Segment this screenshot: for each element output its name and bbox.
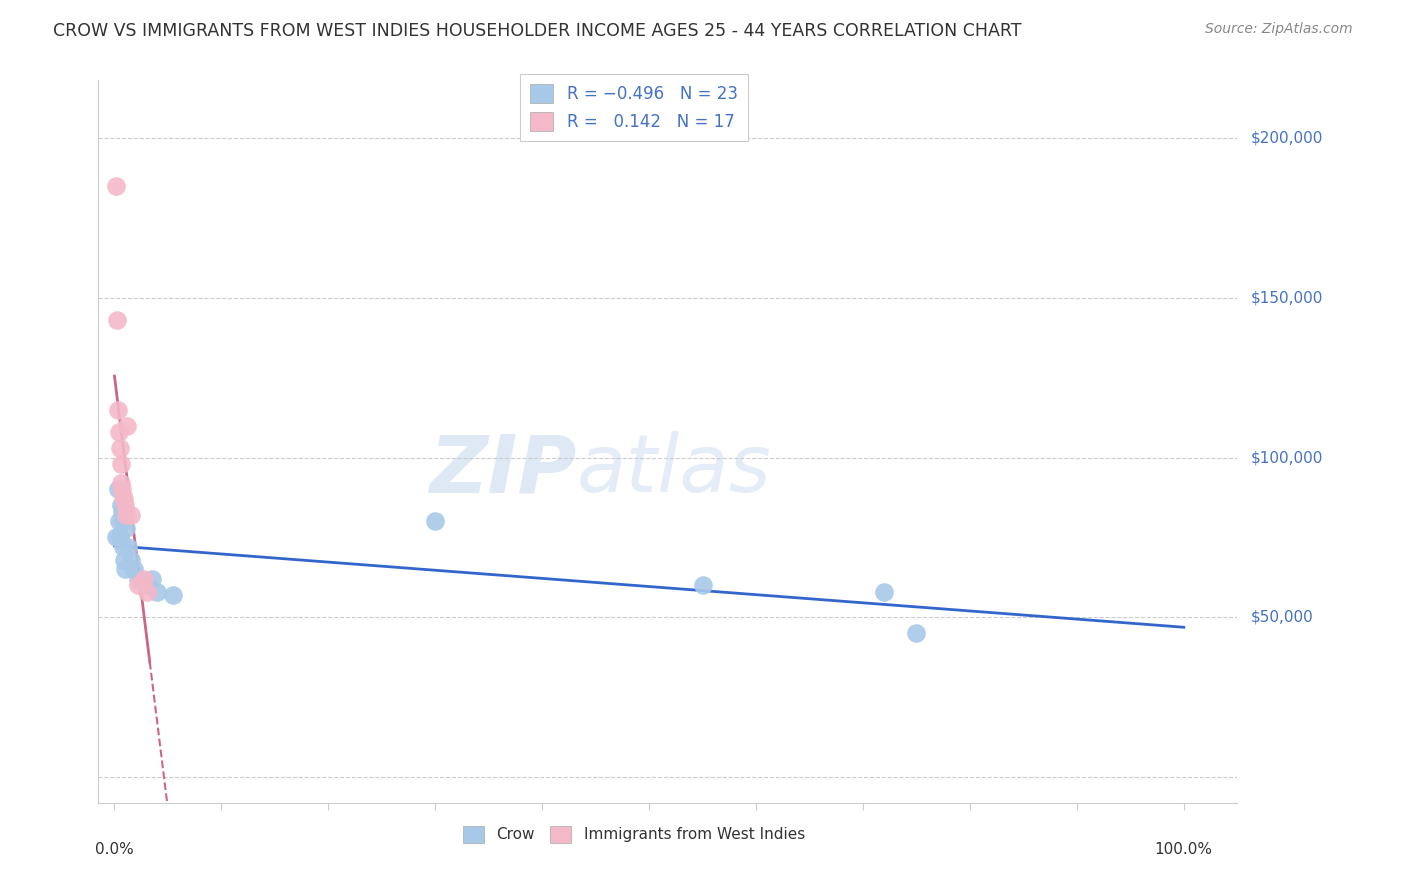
Point: [115, 521, 138, 535]
Point: [120, 553, 142, 567]
Text: 100.0%: 100.0%: [1154, 842, 1213, 856]
Point: [120, 508, 142, 522]
Point: [117, 418, 139, 433]
Text: $200,000: $200,000: [1251, 130, 1323, 145]
Point: [104, 531, 127, 545]
Point: [110, 476, 132, 491]
Point: [107, 483, 129, 497]
Point: [162, 588, 184, 602]
Point: [117, 540, 139, 554]
Point: [111, 515, 134, 529]
Text: Source: ZipAtlas.com: Source: ZipAtlas.com: [1205, 22, 1353, 37]
Legend: Crow, Immigrants from West Indies: Crow, Immigrants from West Indies: [457, 820, 811, 849]
Point: [141, 572, 163, 586]
Point: [134, 572, 156, 586]
Text: ZIP: ZIP: [429, 432, 576, 509]
Point: [135, 578, 157, 592]
Point: [111, 505, 134, 519]
Point: [107, 515, 129, 529]
Point: [112, 553, 135, 567]
Point: [111, 489, 134, 503]
Point: [110, 457, 132, 471]
Point: [146, 584, 169, 599]
Point: [873, 584, 896, 599]
Point: [114, 562, 136, 576]
Point: [135, 584, 157, 599]
Text: $50,000: $50,000: [1251, 610, 1315, 625]
Point: [111, 540, 134, 554]
Point: [905, 626, 928, 640]
Text: 0.0%: 0.0%: [96, 842, 134, 856]
Text: $100,000: $100,000: [1251, 450, 1323, 465]
Point: [122, 562, 145, 576]
Point: [115, 508, 138, 522]
Point: [425, 515, 447, 529]
Text: $150,000: $150,000: [1251, 290, 1323, 305]
Point: [127, 572, 149, 586]
Point: [107, 425, 129, 439]
Point: [111, 483, 134, 497]
Point: [104, 178, 127, 193]
Point: [127, 578, 149, 592]
Point: [112, 492, 135, 507]
Point: [108, 531, 131, 545]
Point: [107, 402, 129, 417]
Point: [692, 578, 714, 592]
Text: atlas: atlas: [576, 432, 772, 509]
Point: [114, 499, 136, 513]
Point: [108, 441, 131, 455]
Point: [105, 313, 128, 327]
Point: [110, 499, 132, 513]
Text: CROW VS IMMIGRANTS FROM WEST INDIES HOUSEHOLDER INCOME AGES 25 - 44 YEARS CORREL: CROW VS IMMIGRANTS FROM WEST INDIES HOUS…: [53, 22, 1022, 40]
